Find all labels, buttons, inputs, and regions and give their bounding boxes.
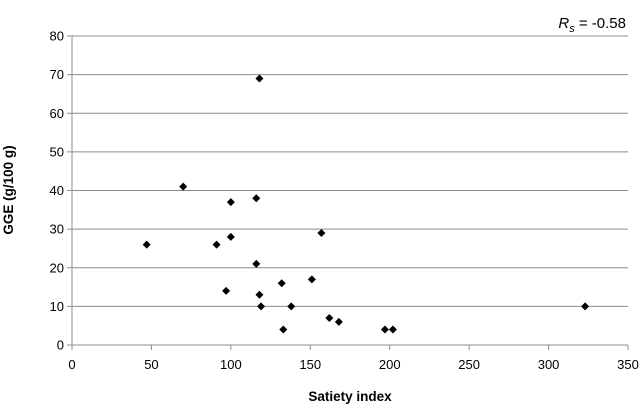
data-point-0-6 (252, 194, 261, 203)
data-point-0-3 (222, 286, 231, 295)
data-point-0-7 (252, 259, 261, 268)
y-tick-label-0: 0 (57, 338, 64, 353)
y-tick-label-80: 80 (50, 29, 64, 44)
data-point-0-14 (307, 275, 316, 284)
gridlines (72, 35, 628, 307)
annotation-symbol: R (558, 15, 569, 32)
y-tick-label-60: 60 (50, 106, 64, 121)
correlation-annotation: Rs = -0.58 (558, 15, 626, 35)
y-tick-label-30: 30 (50, 222, 64, 237)
x-tick-label-150: 150 (299, 357, 321, 372)
y-tick-label-10: 10 (50, 299, 64, 314)
data-point-0-19 (388, 325, 397, 334)
data-point-0-8 (255, 74, 264, 83)
data-points (142, 74, 590, 334)
annotation-subscript: s (569, 23, 575, 35)
x-tick-label-50: 50 (144, 357, 158, 372)
data-point-0-5 (226, 232, 235, 241)
x-tick-label-300: 300 (538, 357, 560, 372)
x-axis-title: Satiety index (308, 389, 392, 404)
data-point-0-17 (334, 317, 343, 326)
data-point-0-20 (581, 302, 590, 311)
x-tick-label-350: 350 (617, 357, 639, 372)
data-point-0-1 (179, 182, 188, 191)
tick-labels: 0 10 20 30 40 50 60 70 80 0 50 100 150 200 250 300 350 (50, 29, 639, 373)
annotation-value: = -0.58 (575, 15, 626, 32)
x-tick-label-200: 200 (379, 357, 401, 372)
data-point-0-2 (212, 240, 221, 249)
y-tick-label-40: 40 (50, 183, 64, 198)
x-tick-label-0: 0 (68, 357, 75, 372)
data-point-0-16 (325, 313, 334, 322)
data-point-0-13 (287, 302, 296, 311)
data-point-0-15 (317, 228, 326, 237)
data-point-0-9 (255, 290, 264, 299)
y-axis-title: GGE (g/100 g) (1, 145, 16, 234)
data-point-0-10 (257, 302, 266, 311)
x-tick-label-250: 250 (458, 357, 480, 372)
y-tick-label-20: 20 (50, 260, 64, 275)
data-point-0-18 (380, 325, 389, 334)
data-point-0-4 (226, 198, 235, 207)
y-tick-label-50: 50 (50, 144, 64, 159)
x-tick-label-100: 100 (220, 357, 242, 372)
axes (67, 35, 629, 350)
y-tick-label-70: 70 (50, 67, 64, 82)
data-point-0-12 (279, 325, 288, 334)
data-point-0-11 (277, 279, 286, 288)
data-point-0-0 (142, 240, 151, 249)
